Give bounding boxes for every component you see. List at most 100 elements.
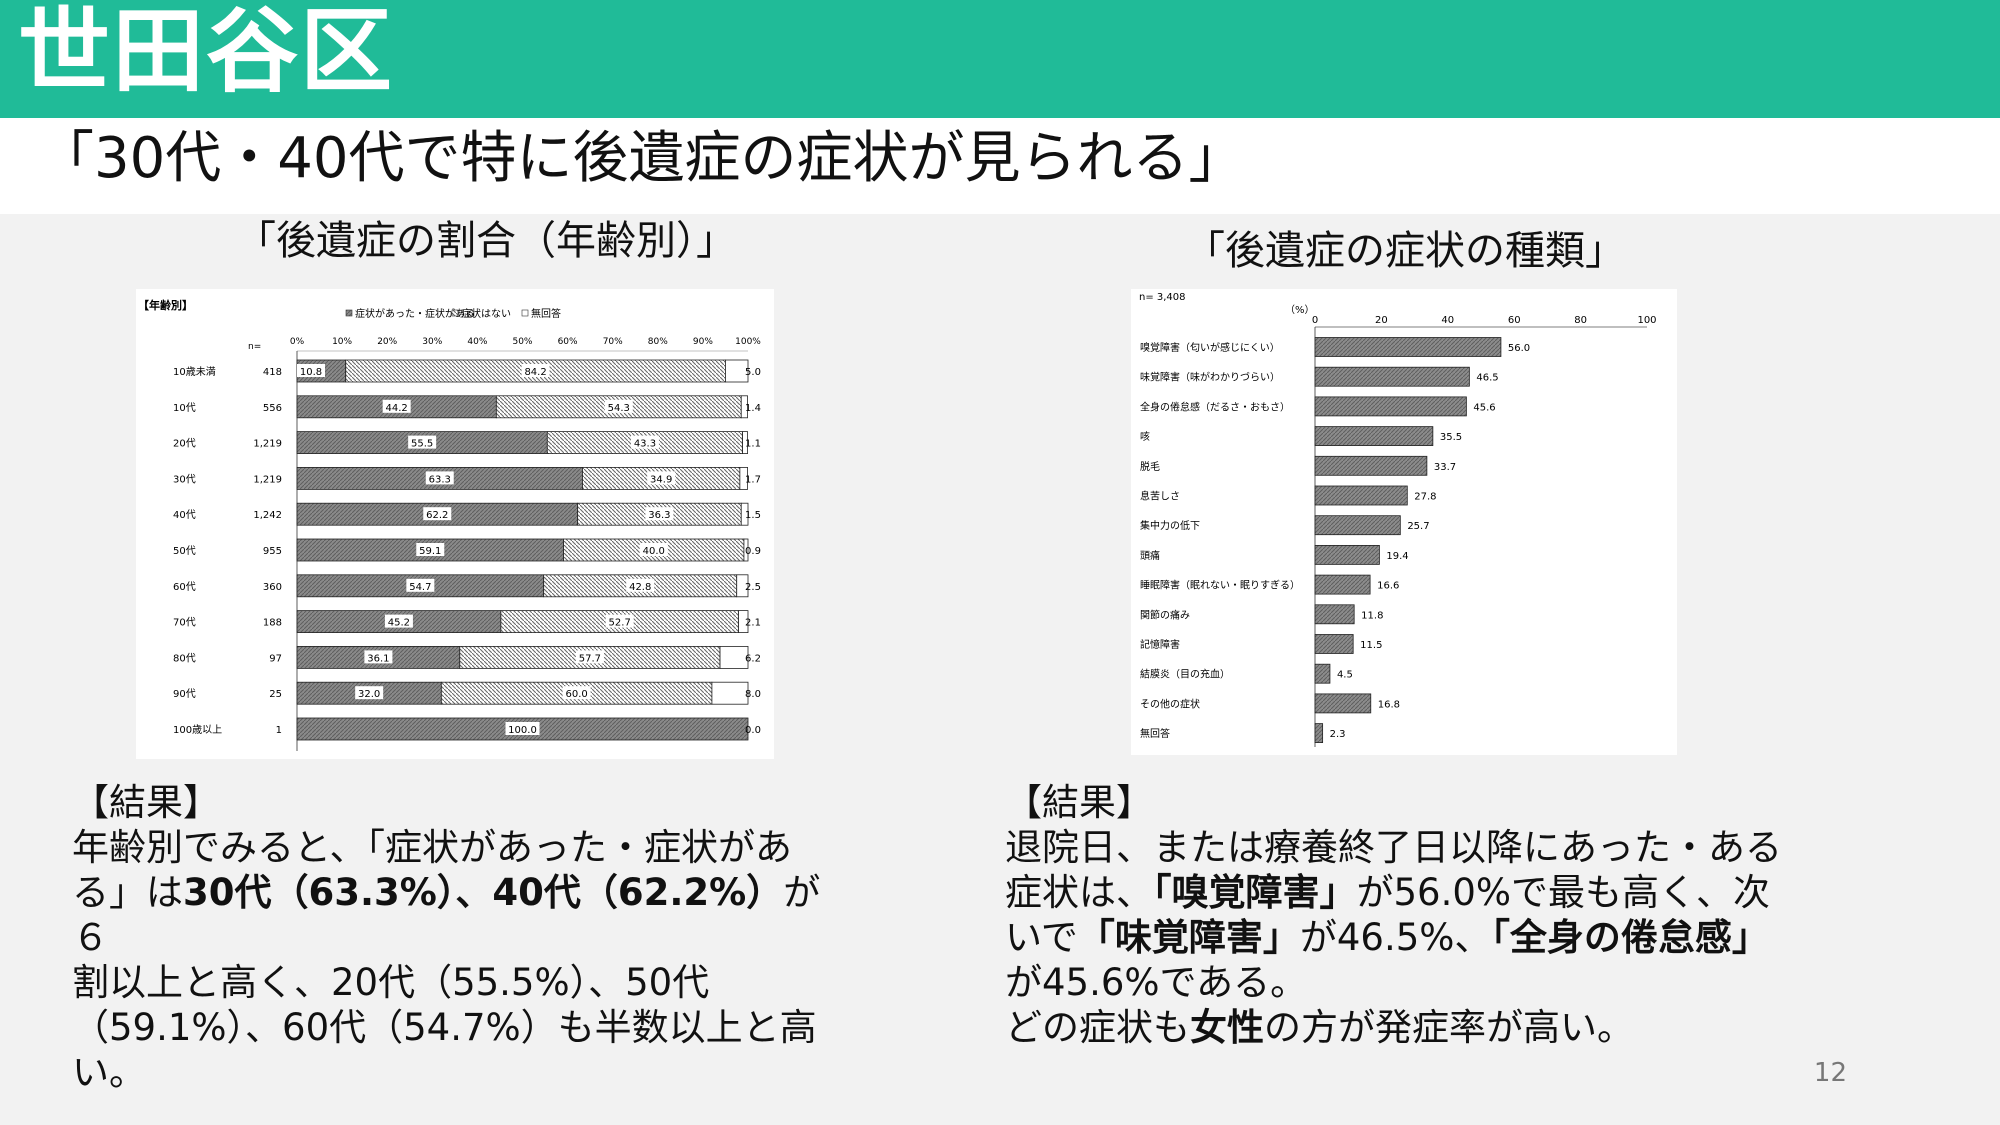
- right-panel-title: 「後遺症の症状の種類」: [1185, 228, 1625, 274]
- category-label: 50代: [173, 545, 196, 557]
- x-tick-label: 0%: [290, 337, 305, 347]
- bar: [1314, 663, 1331, 684]
- n-value: 1,219: [253, 474, 282, 485]
- body-text: が45.6%である。: [1005, 961, 1308, 1004]
- category-label: 60代: [173, 581, 196, 593]
- left-result-heading: 【結果】: [72, 781, 220, 824]
- data-label: 25.7: [1407, 521, 1429, 532]
- category-label: 無回答: [1140, 727, 1170, 740]
- n-value: 97: [269, 653, 282, 664]
- highlight-text: 30代（63.3%）、40代（62.2%）: [183, 871, 784, 914]
- data-label-bg: [406, 578, 435, 592]
- data-label-bg: [645, 507, 674, 521]
- left-panel-title: 「後遺症の割合（年齢別）」: [236, 218, 736, 264]
- data-label: 100.0: [508, 725, 537, 736]
- data-label: 5.0: [745, 367, 761, 378]
- highlight-text: 「味覚障害」: [1077, 916, 1300, 959]
- data-label: 1.5: [745, 510, 761, 521]
- right-result-body: 退院日、または療養終了日以降にあった・ある 症状は、「嗅覚障害」が56.0%で最も…: [1005, 825, 1885, 1050]
- body-text: る」は: [72, 871, 183, 914]
- bar-segment: [711, 681, 749, 705]
- data-label: 34.9: [650, 474, 672, 485]
- x-tick-label: 100%: [735, 337, 761, 347]
- left-result-line: 割以上と高く、20代（55.5%）、50代: [72, 960, 852, 1005]
- n-value: 1: [276, 725, 282, 736]
- data-label-bg: [521, 364, 550, 377]
- right-result-line: いで「味覚障害」が46.5%、「全身の倦怠感」: [1005, 915, 1885, 960]
- n-value: 955: [263, 546, 282, 557]
- data-label: 43.3: [634, 439, 656, 450]
- n-value: 1,242: [253, 510, 282, 521]
- body-text: が46.5%、: [1299, 916, 1492, 959]
- n-value: 25: [269, 689, 282, 700]
- data-label: 42.8: [629, 582, 651, 593]
- data-label-bg: [297, 364, 325, 377]
- left-result-body: 年齢別でみると、「症状があった・症状があ る」は30代（63.3%）、40代（62…: [72, 825, 852, 1095]
- legend-label: 無回答: [531, 307, 561, 320]
- bar: [1314, 634, 1354, 654]
- data-label: 0.0: [745, 725, 761, 736]
- data-label: 63.3: [429, 474, 451, 485]
- highlight-text: 女性: [1190, 1006, 1264, 1049]
- bar: [1314, 337, 1502, 357]
- category-label: 10代: [173, 402, 196, 414]
- x-tick-label: 60%: [558, 337, 578, 347]
- data-label: 1.4: [745, 403, 761, 414]
- category-label: 集中力の低下: [1140, 519, 1200, 532]
- data-label: 54.7: [409, 582, 431, 593]
- data-label-bg: [416, 543, 445, 556]
- data-label-bg: [647, 471, 676, 485]
- data-label: 60.0: [565, 689, 587, 700]
- data-label: 27.8: [1414, 492, 1436, 503]
- category-label: 息苦しさ: [1140, 490, 1180, 503]
- category-label: 睡眠障害（眠れない・眠りすぎる）: [1140, 579, 1300, 592]
- bar: [1314, 396, 1467, 417]
- age-chart-panel: 【年齢別】 症状があった・症状がある 症状はない 無回答 0% 10% 20% 30% 40% 5…: [136, 289, 774, 759]
- x-tick-label: 30%: [422, 337, 442, 347]
- data-label: 32.0: [358, 689, 380, 700]
- data-label: 4.5: [1337, 670, 1353, 681]
- category-label: 80代: [173, 652, 196, 664]
- data-label: 56.0: [1508, 343, 1530, 354]
- data-label: 35.5: [1440, 432, 1462, 443]
- category-label: 脱毛: [1140, 460, 1160, 473]
- body-text: いで: [1005, 916, 1078, 959]
- left-result-line: 年齢別でみると、「症状があった・症状があ: [72, 825, 852, 870]
- body-text: の方が発症率が高い。: [1264, 1006, 1634, 1049]
- data-label-bg: [604, 399, 633, 413]
- body-text: が６: [72, 871, 821, 959]
- bar: [1314, 366, 1470, 387]
- right-result-line: 症状は、「嗅覚障害」が56.0%で最も高く、次: [1005, 870, 1885, 915]
- data-label: 62.2: [426, 510, 448, 521]
- data-label: 1.1: [745, 439, 761, 450]
- bar: [1314, 693, 1372, 714]
- data-label-bg: [605, 614, 634, 628]
- n-value: 188: [263, 618, 282, 629]
- x-tick-label: 70%: [603, 337, 623, 347]
- bar-segment: [719, 645, 749, 669]
- subtitle-band: [0, 118, 2000, 214]
- data-label-bg: [425, 471, 454, 485]
- category-label: 嗅覚障害（匂いが感じにくい）: [1140, 341, 1280, 354]
- highlight-text: 「嗅覚障害」: [1153, 871, 1357, 914]
- data-label-bg: [355, 686, 384, 700]
- category-label: 全身の倦怠感（だるさ・おもさ）: [1140, 400, 1290, 413]
- x-tick-label: 50%: [512, 337, 532, 347]
- body-text: 症状は、: [1005, 871, 1153, 914]
- bar-segment: [738, 610, 749, 634]
- page-number: 12: [1813, 1058, 1847, 1088]
- bar: [1314, 485, 1408, 506]
- data-label-bg: [384, 614, 413, 628]
- left-result-line: （59.1%）、60代（54.7%）も半数以上と高: [72, 1005, 852, 1050]
- data-label: 36.1: [367, 653, 389, 664]
- symptom-chart-panel: n= 3,408 （%） 0 20 40 60 80 100 嗅覚障害（匂いが感じにくい） 56.…: [1131, 289, 1677, 755]
- category-label: 記憶障害: [1140, 638, 1180, 651]
- page-title: 世田谷区: [18, 0, 395, 105]
- body-text: い。: [72, 1051, 146, 1094]
- data-label: 33.7: [1434, 462, 1456, 473]
- data-label-bg: [630, 435, 659, 449]
- slide-subtitle: 「30代・40代で特に後遺症の症状が見られる」: [38, 126, 1245, 191]
- bar-segment: [742, 431, 748, 455]
- body-text: が56.0%で最も高く、次: [1356, 871, 1771, 914]
